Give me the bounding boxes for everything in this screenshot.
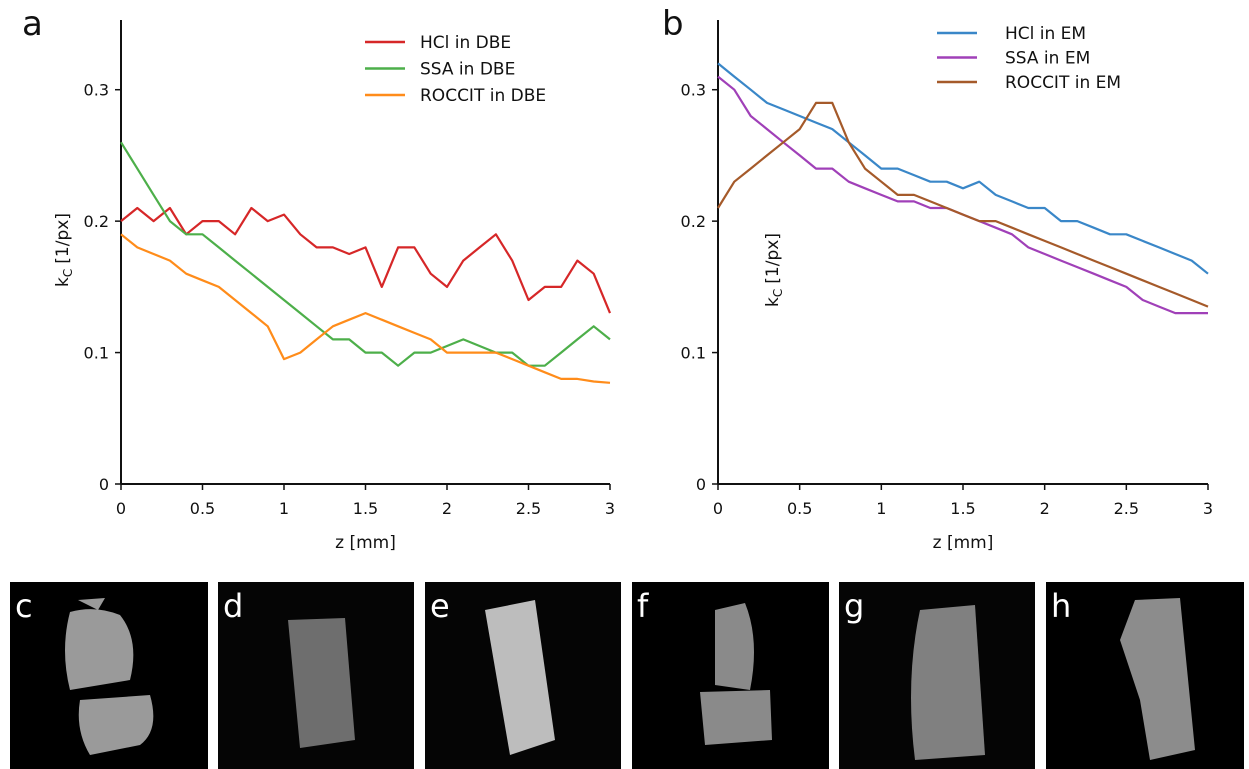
y-tick-label: 0.3: [84, 81, 109, 100]
image-label: c: [15, 587, 33, 625]
y-label-unit: [1/px]: [763, 233, 783, 284]
y-tick-label: 0: [696, 475, 706, 494]
legend-label: SSA in EM: [1005, 49, 1090, 69]
y-label-unit: [1/px]: [53, 213, 73, 264]
x-tick-label: 1.5: [353, 499, 378, 518]
tissue: [288, 618, 355, 748]
x-tick-label: 0.5: [190, 499, 215, 518]
panel-label: a: [22, 4, 43, 44]
legend-label: ROCCIT in DBE: [420, 86, 546, 106]
tissue: [911, 605, 985, 760]
y-label-subscript: C: [771, 289, 785, 297]
x-tick-label: 0: [116, 499, 126, 518]
y-tick-label: 0.2: [681, 212, 706, 231]
x-tick-label: 3: [1203, 499, 1213, 518]
x-tick-label: 2: [442, 499, 452, 518]
tissue: [700, 603, 772, 745]
x-tick-label: 1: [279, 499, 289, 518]
image-panels: [10, 582, 1244, 769]
series-line: [120, 141, 611, 367]
y-tick-label: 0.3: [681, 81, 706, 100]
y-tick-label: 0: [99, 475, 109, 494]
y-tick-label: 0.2: [84, 212, 109, 231]
y-label-symbol: k: [763, 297, 783, 307]
y-tick-label: 0.1: [84, 344, 109, 363]
y-axis-label: kC [1/px]: [763, 233, 785, 307]
image-label: d: [223, 587, 243, 625]
x-tick-label: 0.5: [787, 499, 812, 518]
image-label: h: [1051, 587, 1071, 625]
legend-label: ROCCIT in EM: [1005, 73, 1121, 93]
x-tick-label: 2.5: [516, 499, 541, 518]
x-axis-label: z [mm]: [933, 533, 994, 553]
image-label: g: [844, 587, 864, 625]
legend-label: HCl in DBE: [420, 33, 511, 53]
tissue: [485, 600, 555, 755]
tissue: [1120, 598, 1195, 760]
panel-label: b: [662, 4, 684, 44]
x-tick-label: 2.5: [1114, 499, 1139, 518]
series-line: [120, 233, 611, 384]
x-tick-label: 0: [713, 499, 723, 518]
legend-label: HCl in EM: [1005, 24, 1086, 44]
y-label-subscript: C: [61, 269, 75, 277]
series-line: [717, 62, 1209, 275]
y-label-symbol: k: [53, 277, 73, 287]
x-axis-label: z [mm]: [335, 533, 396, 553]
x-tick-label: 1: [876, 499, 886, 518]
image-label: e: [430, 587, 450, 625]
x-tick-label: 3: [605, 499, 615, 518]
y-tick-label: 0.1: [681, 344, 706, 363]
tissue: [65, 598, 154, 755]
series-line: [717, 101, 1209, 308]
series-line: [120, 206, 612, 314]
legend-label: SSA in DBE: [420, 60, 515, 80]
x-tick-label: 1.5: [950, 499, 975, 518]
y-axis-label: kC [1/px]: [53, 213, 75, 287]
x-tick-label: 2: [1040, 499, 1050, 518]
image-label: f: [637, 587, 649, 625]
